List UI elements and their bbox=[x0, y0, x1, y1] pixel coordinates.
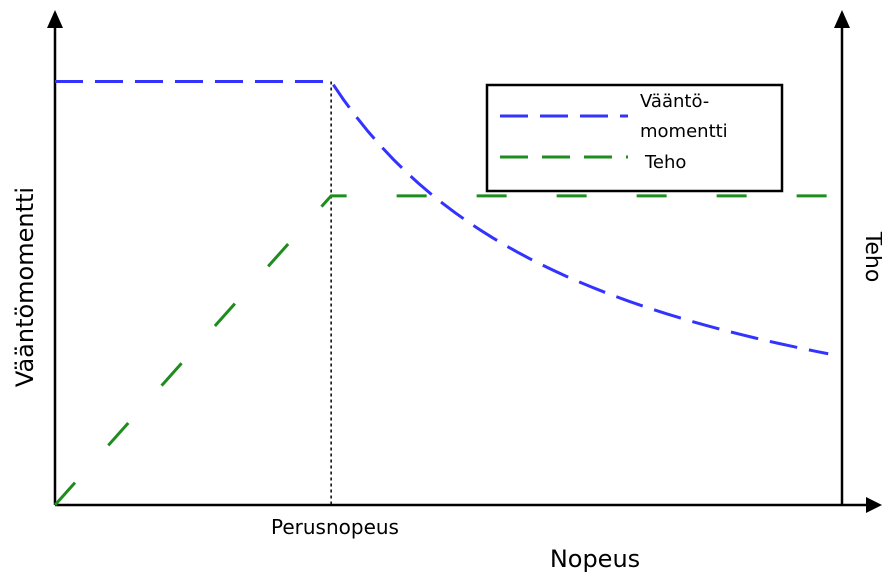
y-axis-label: Vääntömomentti bbox=[11, 187, 39, 387]
legend-label-torque-line1: Vääntö- bbox=[640, 91, 709, 112]
series-layer bbox=[53, 80, 829, 506]
axes bbox=[47, 10, 882, 513]
y-axis-right-arrow-icon bbox=[834, 10, 850, 28]
legend-box bbox=[485, 83, 784, 193]
y2-axis-label: Teho bbox=[860, 231, 882, 283]
x-axis-arrow-icon bbox=[866, 497, 882, 513]
y-axis-left-arrow-icon bbox=[47, 10, 63, 28]
legend-label-torque-line2: momentti bbox=[640, 121, 728, 142]
legend-label-power: Teho bbox=[644, 152, 686, 173]
series-power-line bbox=[53, 194, 829, 506]
x-axis-label: Nopeus bbox=[550, 545, 640, 573]
legend: Vääntö- momentti Teho bbox=[485, 83, 784, 193]
base-speed-label: Perusnopeus bbox=[271, 515, 399, 539]
series-torque-line bbox=[55, 80, 829, 356]
